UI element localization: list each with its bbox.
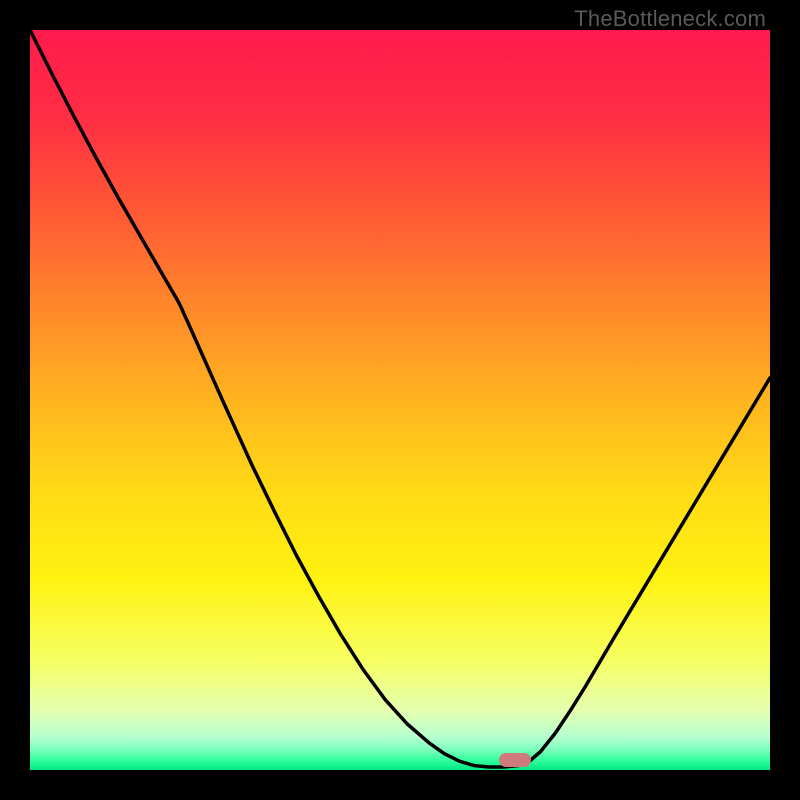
plot-area	[30, 30, 770, 770]
watermark-text: TheBottleneck.com	[574, 6, 766, 32]
curve-layer	[30, 30, 770, 770]
optimum-marker	[499, 753, 531, 767]
bottleneck-curve	[30, 30, 770, 767]
chart-frame: TheBottleneck.com	[0, 0, 800, 800]
